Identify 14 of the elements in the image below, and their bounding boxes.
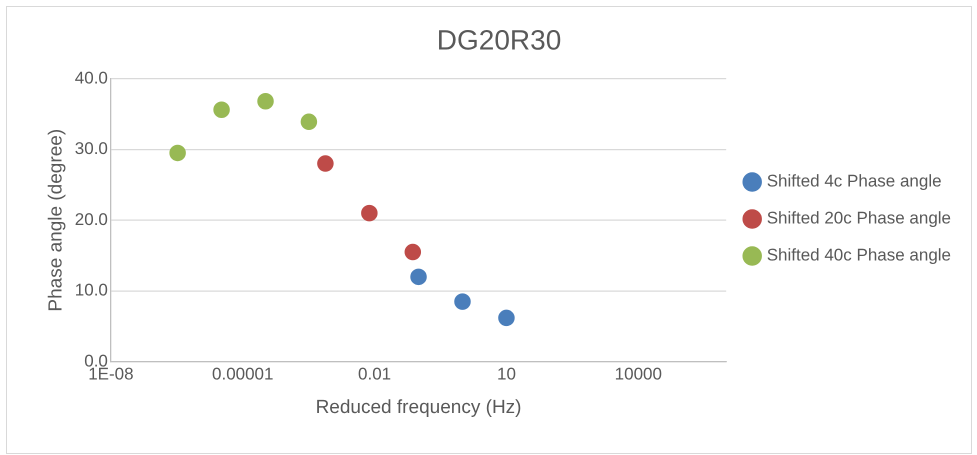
legend-label: Shifted 20c Phase angle xyxy=(766,208,952,228)
y-tick-label: 30.0 xyxy=(74,139,108,158)
legend-label: Shifted 4c Phase angle xyxy=(766,172,942,191)
y-tick-label: 10.0 xyxy=(74,280,108,300)
x-tick-label: 10 xyxy=(496,364,516,384)
x-axis-title: Reduced frequency (Hz) xyxy=(316,396,522,418)
x-tick-label: 10000 xyxy=(614,364,662,384)
chart-title: DG20R30 xyxy=(436,24,562,56)
x-tick-label: 0.00001 xyxy=(212,364,274,384)
y-axis-title: Phase angle (degree) xyxy=(46,128,67,312)
y-tick-label: 40.0 xyxy=(74,68,108,88)
legend-label: Shifted 40c Phase angle xyxy=(766,246,952,265)
x-tick-label: 0.01 xyxy=(358,364,392,384)
y-tick-label: 20.0 xyxy=(74,210,108,229)
